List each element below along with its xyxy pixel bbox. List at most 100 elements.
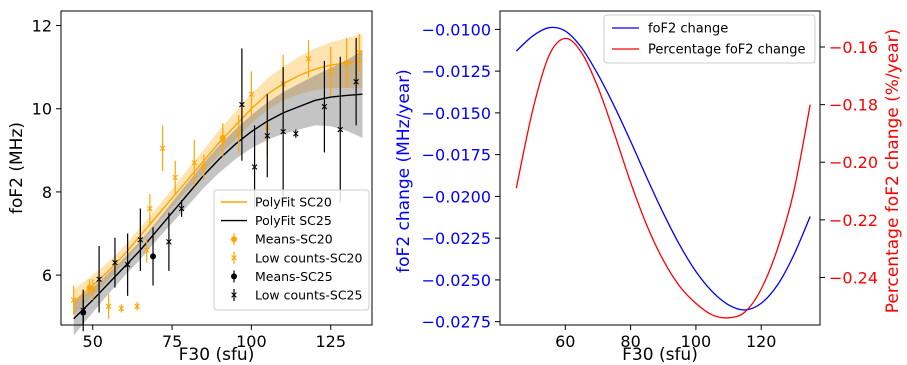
- right-plot-frame: [499, 10, 821, 326]
- low-count-sc25-point: [137, 236, 144, 243]
- legend-box: [213, 189, 370, 311]
- low-count-sc25-point: [251, 164, 258, 170]
- legend-box: [603, 14, 816, 64]
- left-x-axis-label: F30 (sfu): [179, 345, 255, 365]
- legend-label: PolyFit SC25: [255, 213, 332, 228]
- low-count-sc25-point: [321, 103, 328, 110]
- legend-label: Means-SC20: [255, 232, 333, 247]
- low-count-sc20-point: [248, 91, 255, 97]
- right-x-axis-label: F30 (sfu): [622, 345, 698, 365]
- low-count-sc20-point: [70, 297, 77, 303]
- legend-label: foF2 change: [648, 22, 728, 37]
- low-count-sc20-point: [305, 56, 312, 62]
- low-count-sc25-point: [353, 78, 359, 85]
- y-tick-label: 6: [42, 266, 52, 285]
- low-count-sc20-point: [191, 160, 198, 166]
- x-tick-label: 120: [746, 332, 777, 351]
- legend-label: Low counts-SC25: [255, 288, 362, 303]
- low-count-sc25-point: [337, 126, 344, 133]
- low-count-sc20-point: [201, 164, 207, 170]
- mean-sc20-point: [219, 134, 226, 141]
- legend-label: Percentage foF2 change: [648, 43, 806, 58]
- x-tick-label: 80: [620, 332, 640, 351]
- right-right-y-ticks: −0.24 −0.22 −0.20 −0.18 −0.16: [820, 38, 878, 287]
- left-plot-frame: [60, 10, 373, 326]
- left-chart-panel: 50 75 100 125 6 8 10 12 F30 (sfu) foF2 (MHz) P…: [7, 10, 373, 365]
- x-tick-label: 75: [162, 332, 182, 351]
- low-count-sc20-point: [356, 49, 363, 56]
- y-tick-label: −0.0200: [422, 187, 491, 206]
- left-y-ticks: 6 8 10 12: [32, 17, 61, 285]
- y-tick-label: 8: [42, 183, 52, 202]
- percentage-fof2-change-line: [515, 37, 811, 319]
- x-tick-label: 50: [83, 332, 103, 351]
- y-right-tick-label: −0.22: [829, 211, 878, 230]
- low-count-sc25-point: [124, 261, 131, 268]
- low-count-sc25-point: [264, 132, 271, 139]
- y-tick-label: −0.0100: [422, 20, 491, 39]
- legend-marker-swatch: [231, 273, 237, 280]
- left-y-axis-label: foF2 (MHz): [7, 122, 27, 214]
- right-right-y-axis-label: Percentage foF2 change (%/year): [883, 29, 903, 313]
- left-data-points: [70, 33, 363, 332]
- low-count-sc25-point: [178, 205, 185, 212]
- low-count-sc25-point: [96, 276, 102, 283]
- low-count-sc20-point: [172, 174, 179, 181]
- low-count-sc20-point: [134, 303, 140, 310]
- x-tick-label: 60: [555, 332, 575, 351]
- y-tick-label: −0.0175: [422, 146, 491, 165]
- low-count-sc20-point: [159, 145, 166, 152]
- x-tick-label: 100: [236, 332, 267, 351]
- right-left-y-ticks: −0.0275 −0.0250 −0.0225 −0.0200 −0.0175 −0.01…: [422, 20, 500, 332]
- x-tick-label: 125: [315, 332, 346, 351]
- low-count-sc20-point: [343, 60, 350, 66]
- y-tick-label: −0.0275: [422, 313, 491, 332]
- left-legend: PolyFit SC20 PolyFit SC25 Means-SC20 Low co…: [213, 189, 370, 311]
- low-count-sc25-point: [166, 239, 172, 245]
- legend-marker-swatch: [231, 236, 237, 243]
- y-right-tick-label: −0.16: [829, 38, 878, 57]
- x-tick-label: 100: [681, 332, 712, 351]
- mean-sc20-point: [86, 284, 93, 291]
- fit-line-sc20: [73, 60, 363, 303]
- y-right-tick-label: −0.18: [829, 96, 878, 115]
- mean-sc25-point: [80, 309, 87, 316]
- legend-label: PolyFit SC20: [255, 195, 332, 210]
- low-count-sc20-point: [143, 247, 150, 253]
- legend-cross-swatch: [231, 255, 237, 261]
- right-x-ticks: 60 80 100 120: [555, 325, 776, 351]
- fof2-change-line: [515, 26, 811, 311]
- low-count-sc20-point: [235, 130, 242, 137]
- mean-sc25-point: [150, 253, 157, 260]
- left-confidence-bands: [73, 33, 363, 336]
- legend-label: Means-SC25: [255, 269, 333, 284]
- y-right-tick-label: −0.20: [829, 153, 878, 172]
- low-count-sc20-point: [147, 205, 153, 212]
- legend-label: Low counts-SC20: [255, 250, 362, 265]
- fit-line-sc25: [73, 93, 363, 320]
- y-tick-label: −0.0150: [422, 104, 491, 123]
- low-count-sc25-point: [112, 259, 118, 266]
- low-count-sc25-point: [293, 130, 299, 137]
- right-chart-panel: 60 80 100 120 −0.0275−0.0250−0.0225−0.0200−…: [394, 10, 903, 365]
- right-series-lines: [515, 26, 811, 319]
- y-tick-label: 10: [32, 100, 52, 119]
- y-tick-label: −0.0225: [422, 229, 491, 248]
- left-fit-lines: [73, 60, 363, 320]
- low-count-sc20-point: [118, 305, 125, 312]
- low-count-sc20-point: [105, 303, 112, 310]
- right-legend: foF2 change Percentage foF2 change: [603, 14, 816, 64]
- y-tick-label: −0.0250: [422, 271, 491, 290]
- confidence-band-sc25: [73, 50, 363, 336]
- low-count-sc25-point: [280, 128, 286, 135]
- y-tick-label: −0.0125: [422, 62, 491, 81]
- y-tick-label: 12: [32, 17, 52, 36]
- confidence-band-sc20: [73, 33, 363, 315]
- left-x-ticks: 50 75 100 125: [83, 325, 346, 351]
- right-left-y-axis-label: foF2 change (MHz/year): [394, 69, 414, 273]
- low-count-sc25-point: [239, 101, 245, 108]
- legend-cross-swatch: [231, 292, 237, 298]
- y-right-tick-label: −0.24: [829, 268, 878, 287]
- low-count-sc20-point: [327, 68, 334, 75]
